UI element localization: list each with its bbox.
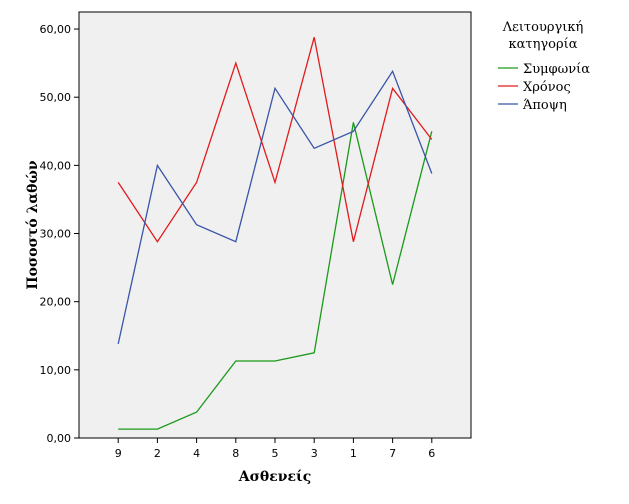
axis-ticks: 0,00 10,00 20,00 30,00 40,00 50,00 60,00 9 2 4 8 5 3… (40, 23, 436, 460)
legend-label: Χρόνος (523, 80, 571, 95)
x-tick-label: 9 (115, 447, 122, 460)
series-line-Χρόνος (117, 37, 433, 243)
y-tick-label: 40,00 (40, 159, 72, 172)
legend: Λειτουργική κατηγορία Συμφωνία Χρόνος Άποψ… (498, 20, 590, 113)
legend-item: Χρόνος (498, 80, 571, 95)
legend-item: Άποψη (498, 98, 567, 113)
plot-area (78, 11, 472, 439)
x-tick-label: 5 (272, 447, 279, 460)
x-tick-label: 8 (232, 447, 239, 460)
x-tick-label: 3 (311, 447, 318, 460)
legend-title-line1: Λειτουργική (502, 20, 584, 35)
legend-label: Άποψη (522, 98, 567, 113)
x-tick-label: 2 (154, 447, 161, 460)
legend-title-line2: κατηγορία (509, 37, 578, 52)
x-tick-label: 6 (428, 447, 435, 460)
y-axis-title: Ποσοστό λαθών (25, 160, 41, 289)
legend-label: Συμφωνία (523, 62, 590, 77)
x-tick-label: 1 (350, 447, 357, 460)
series-line-Συμφωνία (118, 122, 433, 430)
series-lines (117, 37, 433, 430)
y-tick-label: 20,00 (40, 296, 72, 309)
x-axis-title: Ασθενείς (238, 468, 312, 485)
y-tick-label: 60,00 (40, 23, 72, 36)
y-tick-label: 10,00 (40, 364, 72, 377)
y-tick-label: 30,00 (40, 228, 72, 241)
y-tick-label: 50,00 (40, 91, 72, 104)
series-line-Άποψη (117, 69, 433, 345)
x-tick-label: 7 (389, 447, 396, 460)
y-tick-label: 0,00 (47, 432, 72, 445)
legend-item: Συμφωνία (498, 62, 590, 77)
x-tick-label: 4 (193, 447, 200, 460)
